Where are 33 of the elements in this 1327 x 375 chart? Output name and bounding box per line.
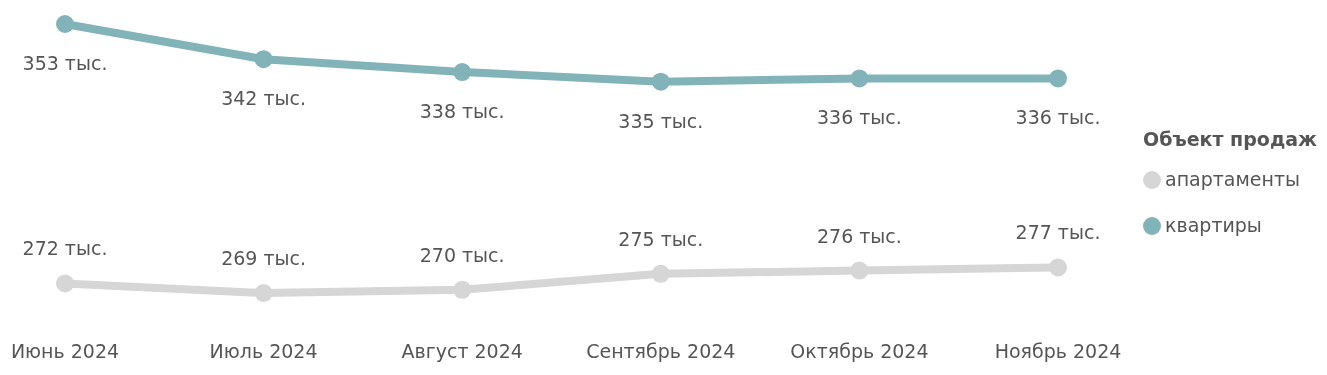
point [453, 63, 472, 82]
data-label: 342 тыс. [221, 87, 307, 110]
x-tick-label: Октябрь 2024 [790, 340, 929, 362]
x-tick-label: Август 2024 [401, 340, 523, 362]
point [651, 72, 670, 91]
data-label: 353 тыс. [22, 52, 108, 74]
point [850, 69, 869, 88]
data-label: 338 тыс. [419, 100, 505, 123]
point [651, 264, 670, 283]
data-label: 270 тыс. [419, 243, 505, 266]
data-label: 336 тыс. [1015, 106, 1101, 129]
data-label: 275 тыс. [618, 227, 704, 250]
data-label: 276 тыс. [816, 224, 902, 247]
point [1049, 69, 1067, 88]
point [254, 284, 273, 302]
data-label: 335 тыс. [618, 109, 704, 132]
data-label: 277 тыс. [1015, 221, 1101, 244]
legend-title: Объект продаж [1143, 128, 1318, 150]
data-label: 336 тыс. [816, 106, 902, 129]
point [56, 274, 74, 293]
legend-label: апартаменты [1165, 168, 1300, 190]
point [1049, 258, 1067, 277]
point [56, 15, 74, 33]
x-tick-label: Июль 2024 [209, 340, 318, 362]
point [850, 261, 869, 280]
legend-label: квартиры [1165, 214, 1262, 236]
x-tick-label: Сентябрь 2024 [586, 340, 736, 362]
x-tick-label: Ноябрь 2024 [994, 340, 1122, 362]
x-tick-label: Июнь 2024 [10, 340, 120, 362]
data-label: 269 тыс. [221, 247, 307, 269]
data-label: 272 тыс. [22, 237, 108, 260]
point [254, 50, 273, 69]
point [453, 280, 472, 299]
